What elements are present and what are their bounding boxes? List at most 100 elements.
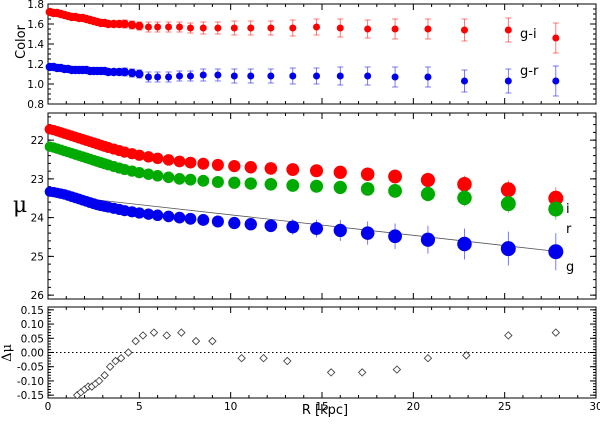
- data-point: [457, 177, 472, 192]
- color-ylabel: Color: [14, 24, 29, 59]
- data-point: [151, 152, 164, 165]
- mu-ylabel: μ: [13, 193, 27, 218]
- label-i: i: [566, 202, 570, 217]
- data-point: [244, 177, 257, 190]
- y-tick-label: 23: [31, 174, 44, 186]
- data-point: [120, 19, 129, 29]
- y-tick-label: 0.00: [21, 348, 44, 360]
- data-point: [144, 23, 152, 31]
- data-point: [364, 72, 372, 80]
- data-point: [151, 170, 164, 182]
- data-point: [154, 23, 162, 31]
- data-point: [286, 220, 300, 234]
- data-point: [199, 24, 207, 32]
- data-point: [388, 169, 402, 184]
- mu-plot-area: 22 23 24 25 26: [31, 112, 597, 302]
- data-point: [264, 178, 278, 191]
- data-point: [151, 209, 164, 222]
- data-point: [313, 72, 321, 80]
- data-point: [460, 26, 468, 34]
- data-point: [247, 72, 255, 80]
- data-point: [457, 190, 472, 206]
- data-point: [131, 336, 140, 346]
- data-point: [360, 167, 375, 182]
- data-point: [197, 157, 210, 170]
- data-point: [500, 241, 516, 257]
- data-point: [309, 164, 324, 178]
- data-point: [211, 215, 224, 228]
- data-point: [360, 182, 375, 196]
- y-tick-label: 0.15: [21, 305, 44, 317]
- data-point: [165, 23, 173, 31]
- y-tick-label: 26: [31, 290, 45, 302]
- data-point: [336, 24, 344, 32]
- data-point: [259, 353, 268, 363]
- data-point: [244, 218, 257, 231]
- data-point: [548, 201, 564, 217]
- data-point: [154, 73, 162, 81]
- color-plot-area: 0.8 1.0 1.2 1.4 1.6 1.8: [27, 0, 597, 111]
- fit-line: [47, 193, 560, 253]
- series-i: [44, 124, 564, 210]
- data-point: [289, 72, 297, 80]
- data-point: [423, 353, 433, 363]
- x-axis-title: R [kpc]: [302, 403, 348, 418]
- data-point: [135, 21, 144, 31]
- series-g-i: [45, 7, 560, 54]
- data-point: [199, 71, 207, 79]
- x-tick-label: 10: [224, 401, 237, 413]
- data-point: [504, 331, 513, 340]
- y-tick-label: 1.4: [27, 39, 44, 51]
- data-point: [364, 25, 372, 33]
- y-tick-label: -0.05: [17, 362, 44, 374]
- data-point: [237, 353, 246, 363]
- panel-frame: [47, 3, 597, 105]
- data-point: [105, 362, 115, 371]
- data-point: [144, 73, 152, 81]
- x-tick-label: 15: [315, 401, 328, 413]
- data-point: [333, 180, 347, 195]
- data-point: [228, 159, 241, 173]
- data-point: [500, 196, 516, 212]
- data-point: [176, 23, 184, 31]
- data-point: [264, 219, 278, 233]
- x-tick-label: 20: [407, 401, 420, 413]
- mu-panel: 22 23 24 25 26 μ i r g: [13, 112, 597, 302]
- data-point: [392, 365, 402, 374]
- data-point: [211, 158, 224, 171]
- y-tick-label: 1.2: [27, 59, 44, 71]
- data-point: [504, 77, 512, 85]
- data-point: [420, 172, 436, 188]
- data-point: [267, 24, 275, 32]
- data-point: [552, 34, 560, 42]
- series-residual: [72, 328, 561, 400]
- data-point: [462, 351, 471, 360]
- data-point: [162, 210, 175, 223]
- data-point: [309, 221, 324, 235]
- data-point: [460, 77, 468, 85]
- data-point: [391, 25, 399, 33]
- data-point: [133, 167, 145, 179]
- y-tick-label: -0.10: [17, 376, 44, 388]
- data-point: [228, 216, 241, 230]
- label-g: g: [566, 260, 574, 275]
- data-point: [142, 208, 155, 220]
- data-point: [94, 376, 104, 386]
- data-point: [313, 23, 321, 31]
- data-point: [267, 72, 275, 80]
- data-point: [552, 77, 560, 85]
- data-point: [388, 183, 402, 198]
- data-point: [457, 236, 472, 252]
- data-point: [309, 179, 324, 193]
- x-tick-label: 30: [589, 401, 600, 413]
- data-point: [230, 72, 238, 80]
- data-point: [283, 356, 292, 366]
- data-point: [142, 168, 155, 180]
- data-point: [247, 24, 255, 32]
- y-tick-label: 1.6: [27, 19, 44, 31]
- data-point: [336, 72, 344, 80]
- data-point: [116, 353, 126, 363]
- data-point: [173, 173, 186, 185]
- data-point: [162, 171, 175, 184]
